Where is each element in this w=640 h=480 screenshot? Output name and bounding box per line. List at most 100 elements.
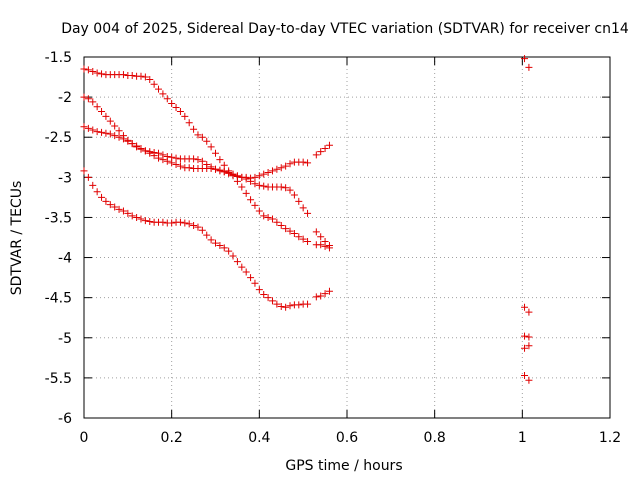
y-tick-label: -6 bbox=[58, 411, 72, 427]
data-point-late-points bbox=[521, 332, 529, 340]
data-point-trace-c bbox=[286, 160, 294, 168]
y-axis-label: SDTVAR / TECUs bbox=[9, 181, 25, 296]
data-point-trace-a bbox=[282, 225, 290, 233]
data-point-trace-c bbox=[260, 170, 268, 178]
data-point-trace-d bbox=[207, 236, 215, 244]
data-point-trace-a bbox=[98, 70, 106, 78]
data-point-trace-a bbox=[242, 189, 250, 197]
data-point-trace-a bbox=[238, 183, 246, 191]
data-point-trace-d bbox=[233, 258, 241, 266]
data-point-trace-a bbox=[181, 112, 189, 120]
data-point-trace-c bbox=[150, 152, 158, 160]
data-point-late-points bbox=[521, 55, 529, 63]
data-point-trace-c bbox=[321, 144, 329, 152]
data-point-trace-b bbox=[304, 209, 312, 217]
data-point-trace-d bbox=[260, 290, 268, 298]
data-point-trace-d bbox=[268, 297, 276, 305]
data-point-trace-c bbox=[115, 133, 123, 141]
x-axis-label: GPS time / hours bbox=[285, 458, 402, 474]
data-point-late-points bbox=[525, 308, 533, 316]
data-point-trace-c bbox=[155, 154, 163, 162]
data-point-trace-a bbox=[155, 85, 163, 93]
data-point-trace-d bbox=[203, 231, 211, 239]
data-point-trace-c bbox=[93, 128, 101, 136]
data-point-trace-a bbox=[150, 80, 158, 88]
data-point-trace-c bbox=[133, 142, 141, 150]
data-point-trace-c bbox=[159, 156, 167, 164]
data-points bbox=[80, 55, 533, 384]
data-point-trace-c bbox=[255, 172, 263, 180]
data-point-trace-a bbox=[137, 72, 145, 80]
data-point-trace-b bbox=[286, 186, 294, 194]
data-point-trace-b bbox=[194, 156, 202, 164]
data-point-trace-d bbox=[128, 212, 136, 220]
data-point-trace-b bbox=[277, 183, 285, 191]
data-point-trace-a bbox=[93, 69, 101, 77]
data-point-trace-d bbox=[185, 220, 193, 228]
data-point-trace-d bbox=[190, 221, 198, 229]
data-point-trace-a bbox=[251, 201, 259, 209]
data-point-trace-a bbox=[203, 137, 211, 145]
y-tick-label: -3.5 bbox=[45, 210, 72, 226]
data-point-trace-c bbox=[111, 132, 119, 140]
data-point-trace-c bbox=[299, 158, 307, 166]
y-tick-label: -3 bbox=[58, 170, 72, 186]
y-tick-label: -5 bbox=[58, 331, 72, 347]
y-tick-label: -5.5 bbox=[45, 371, 72, 387]
data-point-trace-b bbox=[321, 242, 329, 250]
data-point-trace-a bbox=[176, 108, 184, 116]
data-point-trace-c bbox=[212, 165, 219, 173]
data-point-trace-a bbox=[84, 66, 92, 74]
x-tick-label: 1 bbox=[518, 430, 527, 446]
data-point-trace-c bbox=[277, 164, 285, 172]
data-point-trace-c bbox=[80, 123, 88, 131]
data-point-trace-c bbox=[176, 162, 184, 170]
x-tick-label: 0.6 bbox=[336, 430, 358, 446]
data-point-trace-c bbox=[89, 126, 97, 134]
data-point-trace-a bbox=[185, 119, 193, 127]
data-point-trace-b bbox=[93, 103, 101, 111]
data-point-trace-b bbox=[198, 157, 206, 165]
x-tick-label: 1.2 bbox=[599, 430, 621, 446]
data-point-trace-c bbox=[172, 160, 180, 168]
data-point-trace-a bbox=[198, 133, 206, 141]
y-tick-label: -2 bbox=[58, 90, 72, 106]
data-point-trace-c bbox=[264, 169, 272, 177]
data-point-trace-d bbox=[225, 247, 233, 255]
data-point-trace-a bbox=[260, 212, 268, 220]
data-point-trace-d bbox=[220, 244, 228, 252]
data-point-trace-c bbox=[312, 151, 320, 159]
data-point-trace-a bbox=[317, 233, 325, 241]
data-point-trace-b bbox=[98, 108, 106, 116]
data-point-trace-d bbox=[255, 286, 263, 294]
data-point-trace-a bbox=[268, 215, 276, 223]
data-point-trace-a bbox=[163, 95, 171, 103]
data-point-trace-a bbox=[159, 90, 167, 98]
data-point-trace-a bbox=[295, 233, 303, 241]
data-point-trace-d bbox=[282, 303, 290, 311]
data-point-trace-a bbox=[168, 100, 176, 108]
data-point-trace-a bbox=[89, 67, 97, 75]
data-point-trace-c bbox=[98, 128, 106, 136]
data-point-trace-d bbox=[198, 226, 206, 234]
data-point-trace-a bbox=[277, 221, 285, 229]
data-point-late-points bbox=[525, 376, 533, 384]
data-point-late-points bbox=[525, 342, 533, 350]
data-point-trace-d bbox=[286, 302, 294, 310]
data-point-trace-a bbox=[304, 238, 312, 246]
data-point-trace-c bbox=[268, 167, 276, 175]
data-point-trace-d bbox=[238, 263, 246, 271]
data-point-trace-c bbox=[163, 157, 171, 165]
data-point-trace-a bbox=[312, 228, 320, 236]
x-tick-label: 0.2 bbox=[161, 430, 183, 446]
chart-title: Day 004 of 2025, Sidereal Day-to-day VTE… bbox=[61, 21, 629, 37]
data-point-trace-a bbox=[146, 75, 154, 83]
data-point-trace-a bbox=[190, 125, 198, 133]
data-point-trace-d bbox=[98, 193, 106, 201]
data-point-trace-a bbox=[194, 131, 202, 139]
data-point-trace-d bbox=[216, 242, 224, 250]
data-point-trace-d bbox=[251, 279, 259, 287]
data-point-trace-d bbox=[111, 203, 119, 211]
data-point-trace-a bbox=[80, 65, 88, 73]
data-point-trace-d bbox=[304, 300, 312, 308]
